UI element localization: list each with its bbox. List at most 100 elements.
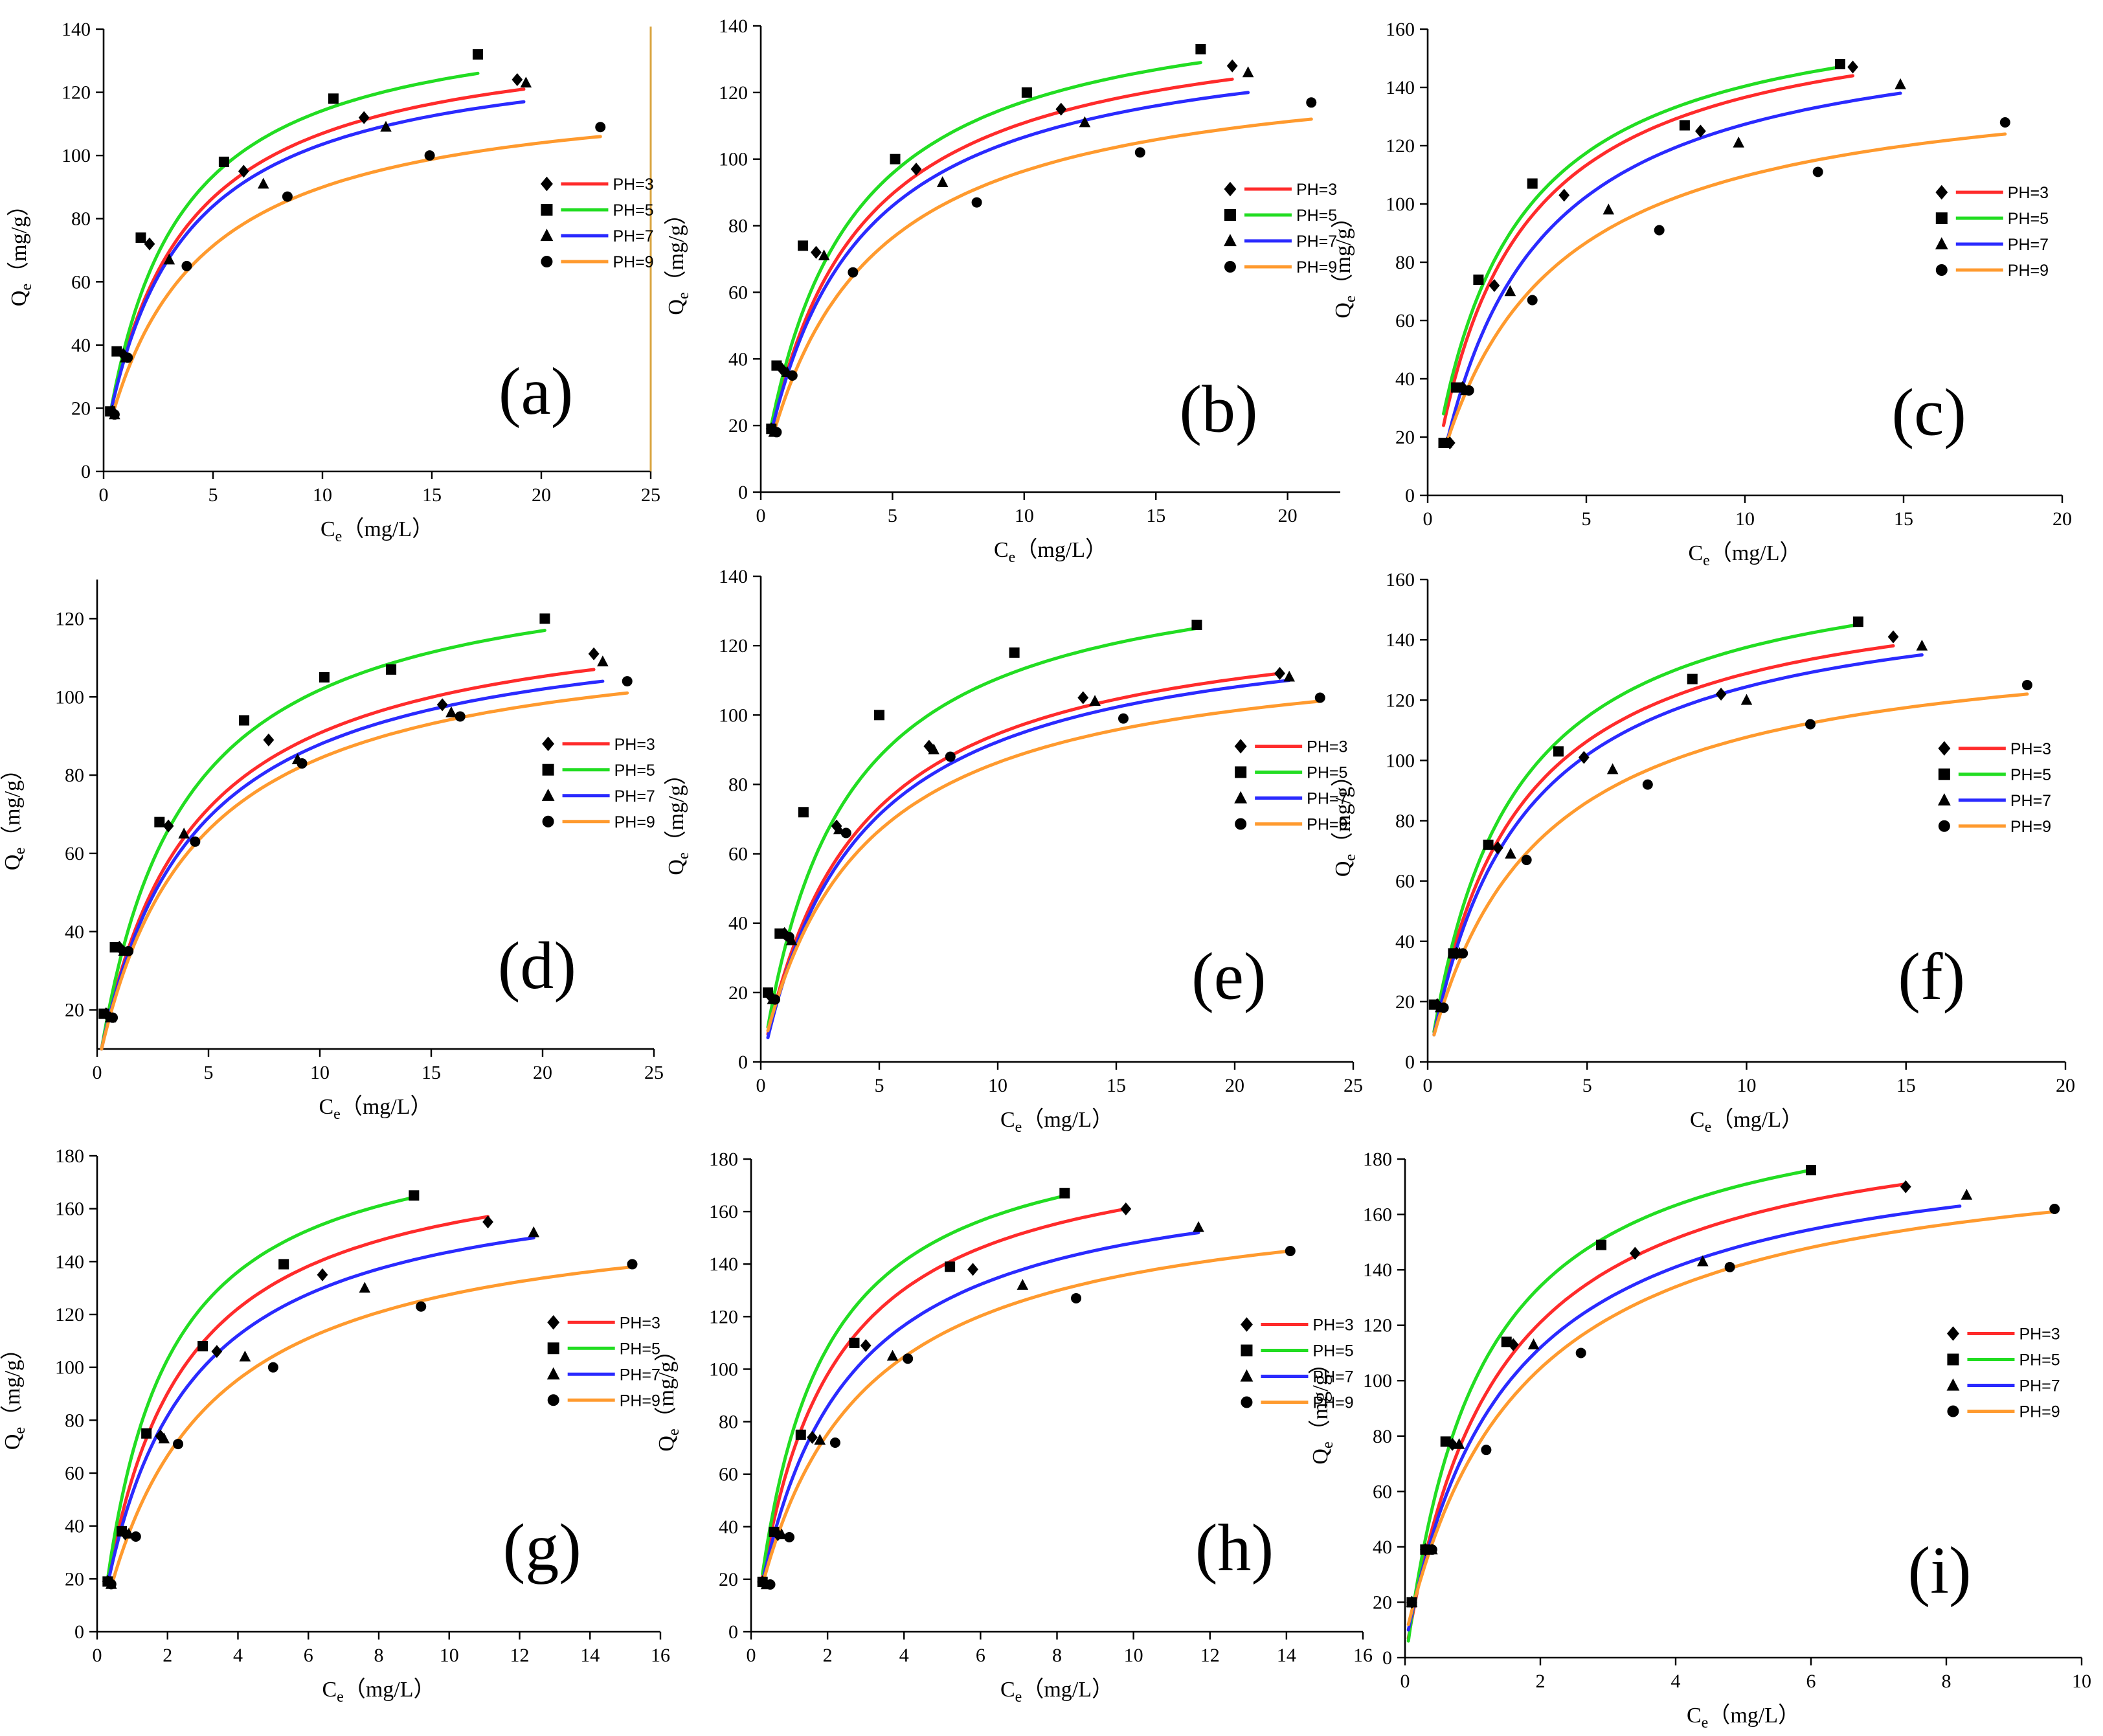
data-point-ph7	[1527, 1338, 1540, 1349]
y-tick-label: 100	[719, 705, 748, 726]
data-point-ph7	[1283, 670, 1295, 682]
legend-marker	[540, 229, 554, 242]
data-point-ph3	[1558, 188, 1570, 202]
legend-marker	[542, 815, 554, 828]
x-tick-label: 0	[99, 484, 109, 506]
x-tick-label: 25	[641, 484, 660, 506]
data-point-ph5	[1527, 178, 1538, 189]
data-point-ph3	[831, 819, 842, 833]
data-point-ph5	[135, 232, 146, 243]
data-point-ph3	[482, 1215, 493, 1229]
y-tick-label: 40	[728, 348, 748, 370]
data-point-ph5	[1428, 999, 1439, 1010]
data-point-ph5	[197, 1341, 208, 1351]
data-point-ph5	[319, 672, 330, 683]
x-tick-label: 5	[1582, 1075, 1592, 1096]
legend-label: PH=7	[2008, 236, 2049, 254]
fit-line-ph3	[1442, 74, 1855, 427]
x-tick-label: 12	[510, 1645, 530, 1666]
legend-label: PH=3	[1307, 738, 1347, 756]
legend-marker	[1935, 264, 1948, 276]
data-point-ph9	[595, 122, 606, 133]
data-point-ph9	[122, 352, 133, 363]
data-point-ph9	[1426, 1544, 1437, 1555]
x-axis-label: Ce（mg/L）	[1000, 1677, 1114, 1706]
y-tick-label: 40	[719, 1516, 738, 1538]
data-point-ph3	[1847, 60, 1858, 74]
data-point-ph9	[783, 932, 794, 943]
data-point-ph5	[409, 1190, 420, 1201]
data-point-ph5	[1009, 647, 1020, 658]
legend-label: PH=5	[1312, 1342, 1353, 1360]
x-tick-label: 20	[1278, 505, 1298, 526]
chart-panel-h: 0 20 40 60 80 100 120 140 160 180 0 2 4 6 8 10 12 14 16 Ce（…	[654, 1149, 1373, 1706]
data-point-ph9	[424, 150, 435, 161]
y-tick-label: 100	[55, 1357, 84, 1379]
data-point-ph3	[1629, 1246, 1641, 1260]
data-point-ph9	[173, 1439, 184, 1450]
data-point-ph7	[1193, 1221, 1204, 1232]
x-tick-label: 20	[2052, 508, 2072, 530]
data-point-ph9	[1575, 1347, 1586, 1358]
y-tick-label: 140	[55, 1251, 84, 1272]
y-tick-label: 120	[709, 1306, 738, 1327]
data-point-ph5	[278, 1259, 289, 1270]
fit-line-ph3	[769, 77, 1234, 434]
legend-label: PH=3	[620, 1314, 660, 1332]
y-tick-label: 40	[65, 921, 84, 943]
x-tick-label: 0	[1400, 1671, 1410, 1692]
data-point-ph9	[267, 1362, 278, 1373]
y-tick-label: 180	[1363, 1149, 1392, 1170]
legend-marker	[541, 788, 555, 801]
data-point-ph3	[358, 111, 370, 124]
x-tick-label: 10	[1737, 1075, 1757, 1096]
x-tick-label: 6	[976, 1645, 985, 1666]
fit-line-ph7	[1445, 91, 1902, 445]
x-tick-label: 0	[1423, 508, 1433, 530]
legend-marker	[547, 1394, 559, 1406]
data-point-ph7	[814, 1434, 826, 1445]
fit-line-ph5	[1442, 65, 1842, 416]
data-point-ph3	[1226, 59, 1238, 73]
x-tick-label: 6	[1806, 1671, 1816, 1692]
data-point-ph7	[178, 828, 190, 839]
fit-line-ph7	[106, 1236, 535, 1586]
legend-label: PH=3	[1296, 181, 1337, 199]
data-point-ph9	[1481, 1445, 1492, 1456]
data-point-ph3	[1492, 841, 1503, 855]
data-point-ph9	[840, 828, 851, 839]
legend-marker	[547, 1315, 560, 1330]
fit-line-ph5	[769, 61, 1202, 427]
data-point-ph7	[163, 253, 175, 265]
data-point-ph5	[1195, 44, 1206, 54]
data-point-ph3	[811, 245, 822, 259]
y-tick-label: 20	[728, 415, 748, 436]
x-tick-label: 10	[310, 1062, 330, 1083]
data-point-ph9	[1642, 779, 1653, 790]
y-tick-label: 60	[65, 843, 84, 864]
data-point-ph3	[1887, 630, 1899, 644]
y-tick-label: 140	[1363, 1259, 1392, 1281]
x-tick-label: 12	[1200, 1645, 1220, 1666]
fit-line-ph5	[766, 626, 1198, 1029]
x-axis-label: Ce（mg/L）	[994, 537, 1107, 566]
data-point-ph9	[130, 1531, 141, 1542]
data-point-ph7	[1017, 1279, 1029, 1290]
y-tick-label: 140	[1386, 629, 1415, 651]
legend-label: PH=9	[1312, 1394, 1353, 1412]
data-point-ph7	[1916, 639, 1928, 651]
legend-marker	[1937, 793, 1951, 806]
data-point-ph9	[181, 260, 192, 271]
data-point-ph3	[317, 1268, 328, 1281]
data-point-ph9	[787, 370, 798, 381]
data-point-ph3	[263, 733, 275, 747]
data-point-ph3	[144, 237, 155, 251]
panel-label: (a)	[499, 354, 573, 429]
x-tick-label: 5	[204, 1062, 214, 1083]
data-point-ph9	[455, 711, 466, 722]
data-point-ph5	[1806, 1165, 1816, 1176]
data-point-ph9	[1654, 225, 1665, 236]
y-tick-label: 60	[719, 1464, 738, 1485]
data-point-ph9	[765, 1579, 776, 1590]
x-tick-label: 6	[304, 1645, 313, 1666]
